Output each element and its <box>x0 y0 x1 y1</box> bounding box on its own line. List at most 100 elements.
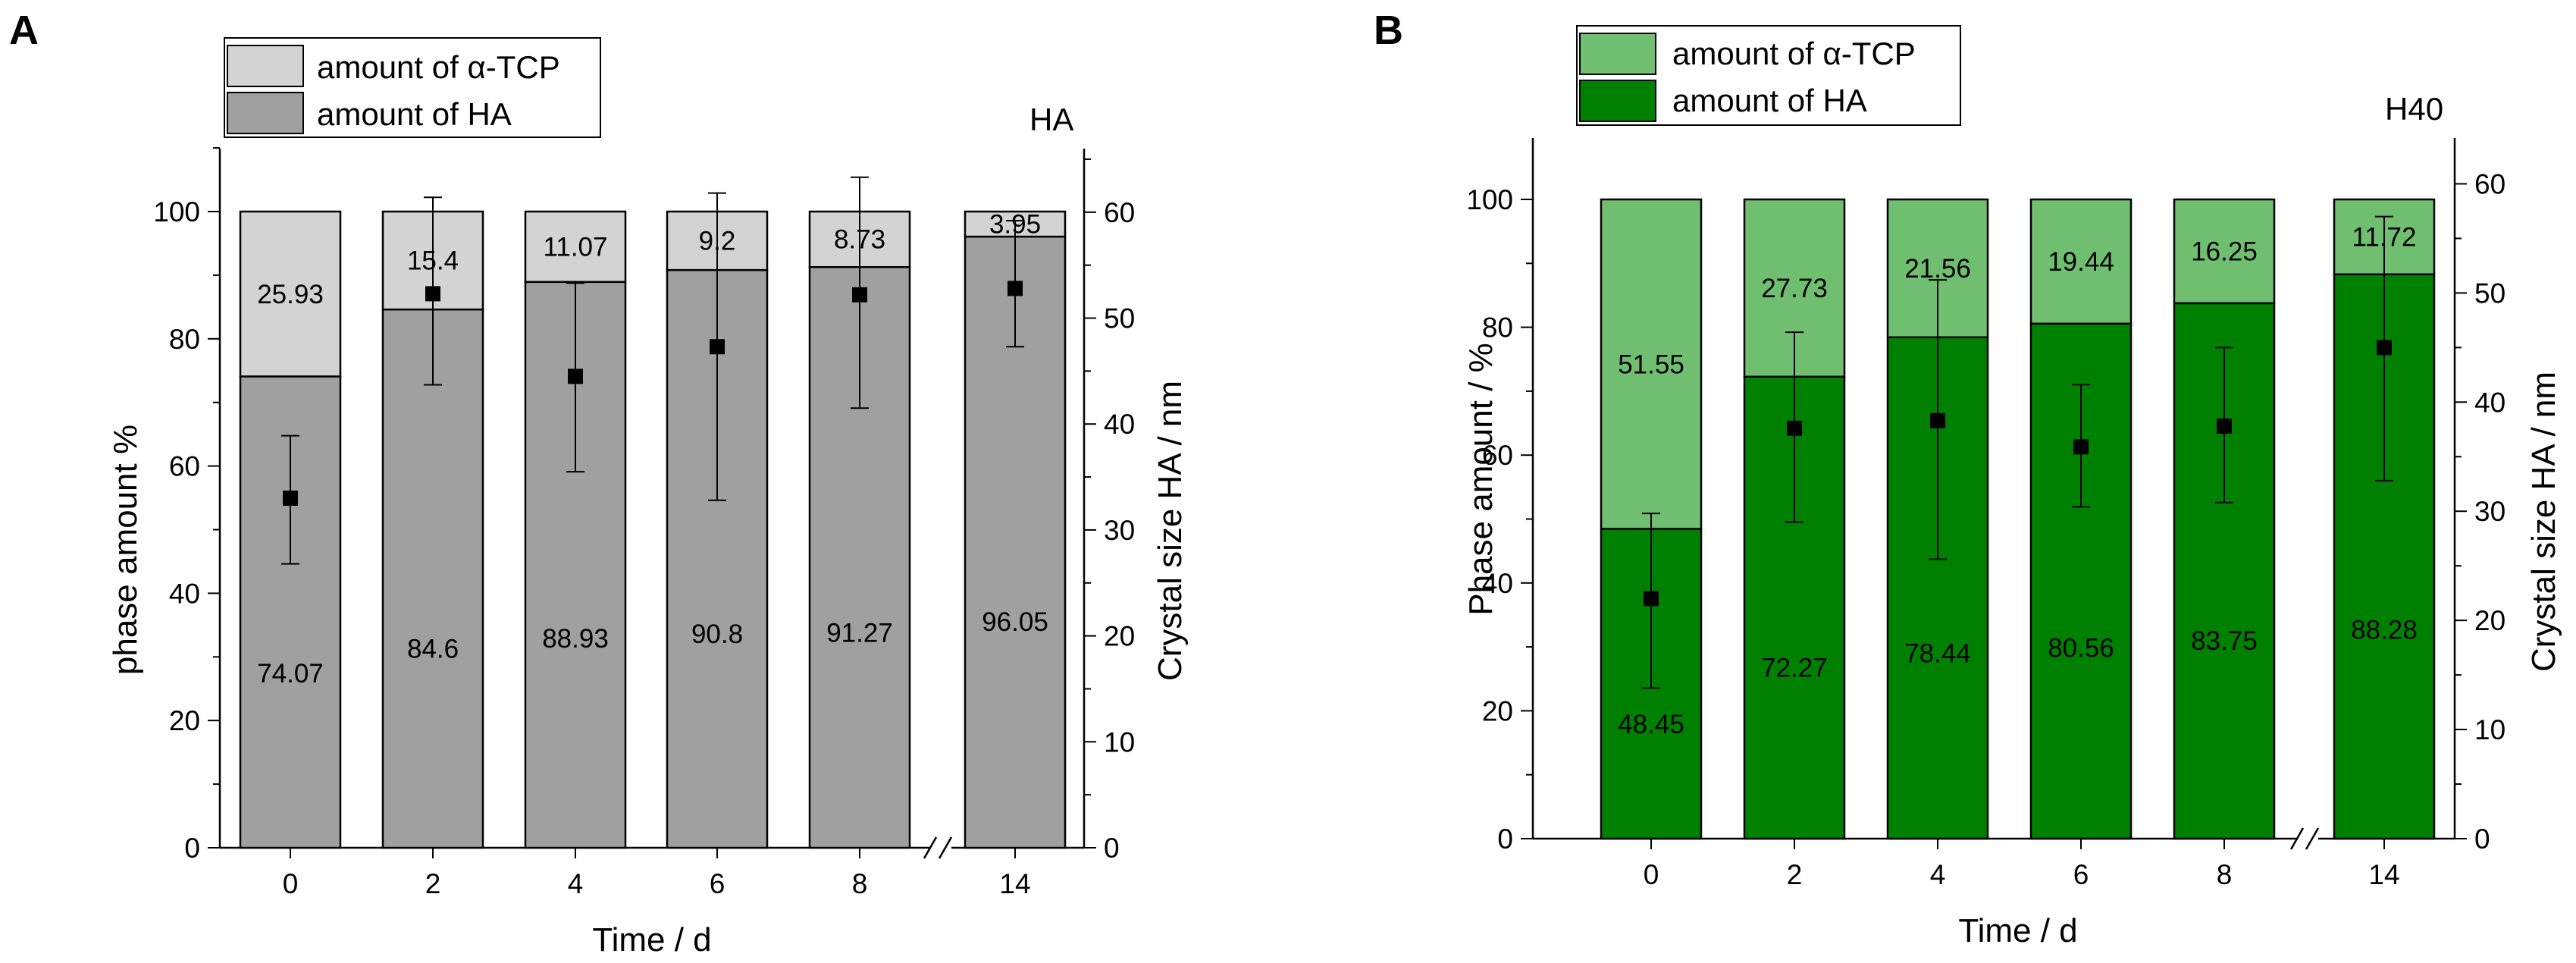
panel-b-left-tick-label: 40 <box>1482 568 1513 599</box>
panel-b-crystal-size-marker <box>1787 420 1802 436</box>
panel-b-left-tick-label: 80 <box>1482 312 1513 343</box>
panel-a-bar-tcp <box>239 210 342 378</box>
panel-b-sample-label: H40 <box>2385 91 2443 127</box>
panel-a-x-tick-label: 0 <box>283 868 299 899</box>
panel-b-bar-label-ha: 72.27 <box>1761 654 1828 683</box>
panel-a-crystal-size-marker <box>710 339 725 355</box>
panel-a-left-axis-label: phase amount % <box>107 425 144 675</box>
panel-a-legend: amount of α-TCP amount of HA <box>224 37 601 138</box>
panel-a-left-tick-label: 60 <box>169 451 200 482</box>
panel-b-bar-label-tcp: 51.55 <box>1618 350 1684 379</box>
panel-b-x-axis-label: Time / d <box>1958 912 2077 949</box>
panel-a-crystal-size-marker <box>852 287 867 303</box>
panel-a-x-tick-label: 2 <box>425 868 441 899</box>
panel-a-x-tick-label: 14 <box>999 868 1030 899</box>
panel-b-bar-tcp <box>2029 198 2133 325</box>
panel-b-bar-label-ha: 83.75 <box>2191 626 2258 656</box>
panel-b-bar-label-ha: 88.28 <box>2351 616 2418 645</box>
panel-a-crystal-size-marker <box>283 491 298 506</box>
panel-b-right-tick-label: 0 <box>2474 823 2490 855</box>
panel-b-x-tick-label: 6 <box>2073 859 2089 890</box>
panel-a-left-tick-label: 0 <box>184 833 200 864</box>
panel-a-right-tick-label: 50 <box>1104 303 1135 334</box>
panel-a-right-tick-label: 60 <box>1104 197 1135 228</box>
panel-a-crystal-size-marker <box>425 286 440 302</box>
panel-b-axis-break-mark <box>2289 827 2305 850</box>
panel-b-x-tick-label: 0 <box>1644 859 1659 890</box>
panel-b-right-axis-label: Crystal size HA / nm <box>2525 372 2562 672</box>
panel-a-bar-label-ha: 91.27 <box>826 619 893 648</box>
panel-a-crystal-size-marker <box>1008 281 1023 296</box>
panel-b-bar-label-tcp: 19.44 <box>2048 247 2114 277</box>
panel-a-bar-ha <box>381 308 484 849</box>
panel-a-bar-label-tcp: 25.93 <box>257 280 324 309</box>
panel-a-right-tick-label: 30 <box>1104 515 1135 546</box>
panel-b-left-axis-label: Phase amount / % <box>1462 343 1500 616</box>
panel-a-x-tick-label: 6 <box>710 868 725 899</box>
panel-a-axis-break-mark <box>938 836 953 859</box>
panel-b-right-tick-label: 20 <box>2474 605 2505 636</box>
panel-b-legend-label-tcp: amount of α-TCP <box>1672 36 1916 71</box>
panel-b-bar-label-tcp: 27.73 <box>1761 274 1828 303</box>
panel-a-left-tick-label: 80 <box>169 324 200 355</box>
panel-b-bar-label-ha: 48.45 <box>1618 710 1684 739</box>
panel-b-bar-label-tcp: 21.56 <box>1904 254 1971 284</box>
panel-b-crystal-size-marker <box>1930 412 1945 428</box>
panel-b-bar-label-tcp: 16.25 <box>2191 237 2258 266</box>
panel-b-crystal-size-marker <box>1644 591 1659 607</box>
panel-a-right-tick-label: 40 <box>1104 409 1135 440</box>
panel-b-crystal-size-marker <box>2217 418 2232 434</box>
panel-a-bar-label-ha: 88.93 <box>542 624 609 654</box>
panel-b-legend: amount of α-TCP amount of HA <box>1576 25 1961 126</box>
panel-a-legend-label-ha: amount of HA <box>317 96 512 132</box>
panel-a-right-axis-label: Crystal size HA / nm <box>1152 381 1189 681</box>
panel-a-left-tick-label: 100 <box>153 196 200 227</box>
panel-a-legend-label-tcp: amount of α-TCP <box>317 49 560 85</box>
panel-a-sample-label: HA <box>1029 102 1073 137</box>
panel-b-bar-label-ha: 78.44 <box>1904 638 1971 668</box>
panel-b-left-tick-label: 60 <box>1482 440 1513 471</box>
panel-b-right-tick-label: 50 <box>2474 278 2505 309</box>
panel-b-legend-label-ha: amount of HA <box>1672 83 1867 118</box>
panel-b-crystal-size-marker <box>2073 439 2089 455</box>
panel-b-left-tick-label: 100 <box>1466 184 1513 215</box>
panel-b-x-tick-label: 8 <box>2217 859 2233 890</box>
panel-b-x-tick-label: 2 <box>1787 859 1803 890</box>
panel-a-bar-label-ha: 90.8 <box>691 620 743 649</box>
panel-a-axis-break-mark <box>923 836 938 859</box>
panel-b-right-tick-label: 30 <box>2474 496 2505 527</box>
panel-b-letter: B <box>1374 8 1403 53</box>
panel-a-x-axis-label: Time / d <box>592 921 711 958</box>
panel-a-bar-label-tcp: 11.07 <box>544 232 608 262</box>
panel-a-bar-tcp <box>524 210 627 284</box>
panel-a-bar-label-ha: 74.07 <box>257 659 324 689</box>
panel-b-crystal-size-marker <box>2377 340 2392 356</box>
panel-b-bar-tcp <box>1600 198 1703 530</box>
panel-a-x-tick-label: 8 <box>852 868 868 899</box>
panel-a-legend-swatch-ha <box>227 92 304 134</box>
panel-b-bar-tcp <box>2173 198 2276 305</box>
panel-a-letter: A <box>9 8 39 53</box>
panel-b-right-tick-label: 40 <box>2474 387 2505 418</box>
panel-a-bar-label-ha: 96.05 <box>982 607 1048 637</box>
panel-b-legend-swatch-tcp <box>1579 33 1656 75</box>
panel-b: B H40 Time / d Phase amount / % Crystal … <box>1374 8 2562 949</box>
panel-a-right-tick-label: 0 <box>1104 833 1120 864</box>
panel-a-x-tick-label: 4 <box>568 868 584 899</box>
panel-b-x-tick-label: 14 <box>2368 859 2399 890</box>
panel-a-left-tick-label: 40 <box>169 578 200 609</box>
panel-a-legend-swatch-tcp <box>227 45 304 87</box>
panel-a-left-tick-label: 20 <box>169 705 200 736</box>
panel-a-crystal-size-marker <box>568 369 583 384</box>
panel-b-left-tick-label: 0 <box>1497 823 1513 855</box>
panel-b-x-tick-label: 4 <box>1930 859 1946 890</box>
panel-b-bar-label-ha: 80.56 <box>2048 634 2114 663</box>
panel-a: A HA Time / d phase amount % Crystal siz… <box>9 8 1189 958</box>
panel-b-right-tick-label: 60 <box>2474 168 2505 199</box>
panel-b-left-tick-label: 20 <box>1482 695 1513 726</box>
panel-a-right-tick-label: 10 <box>1104 726 1135 758</box>
panel-a-bar-label-ha: 84.6 <box>407 634 459 663</box>
panel-a-right-tick-label: 20 <box>1104 621 1135 652</box>
panel-b-legend-swatch-ha <box>1579 80 1656 122</box>
